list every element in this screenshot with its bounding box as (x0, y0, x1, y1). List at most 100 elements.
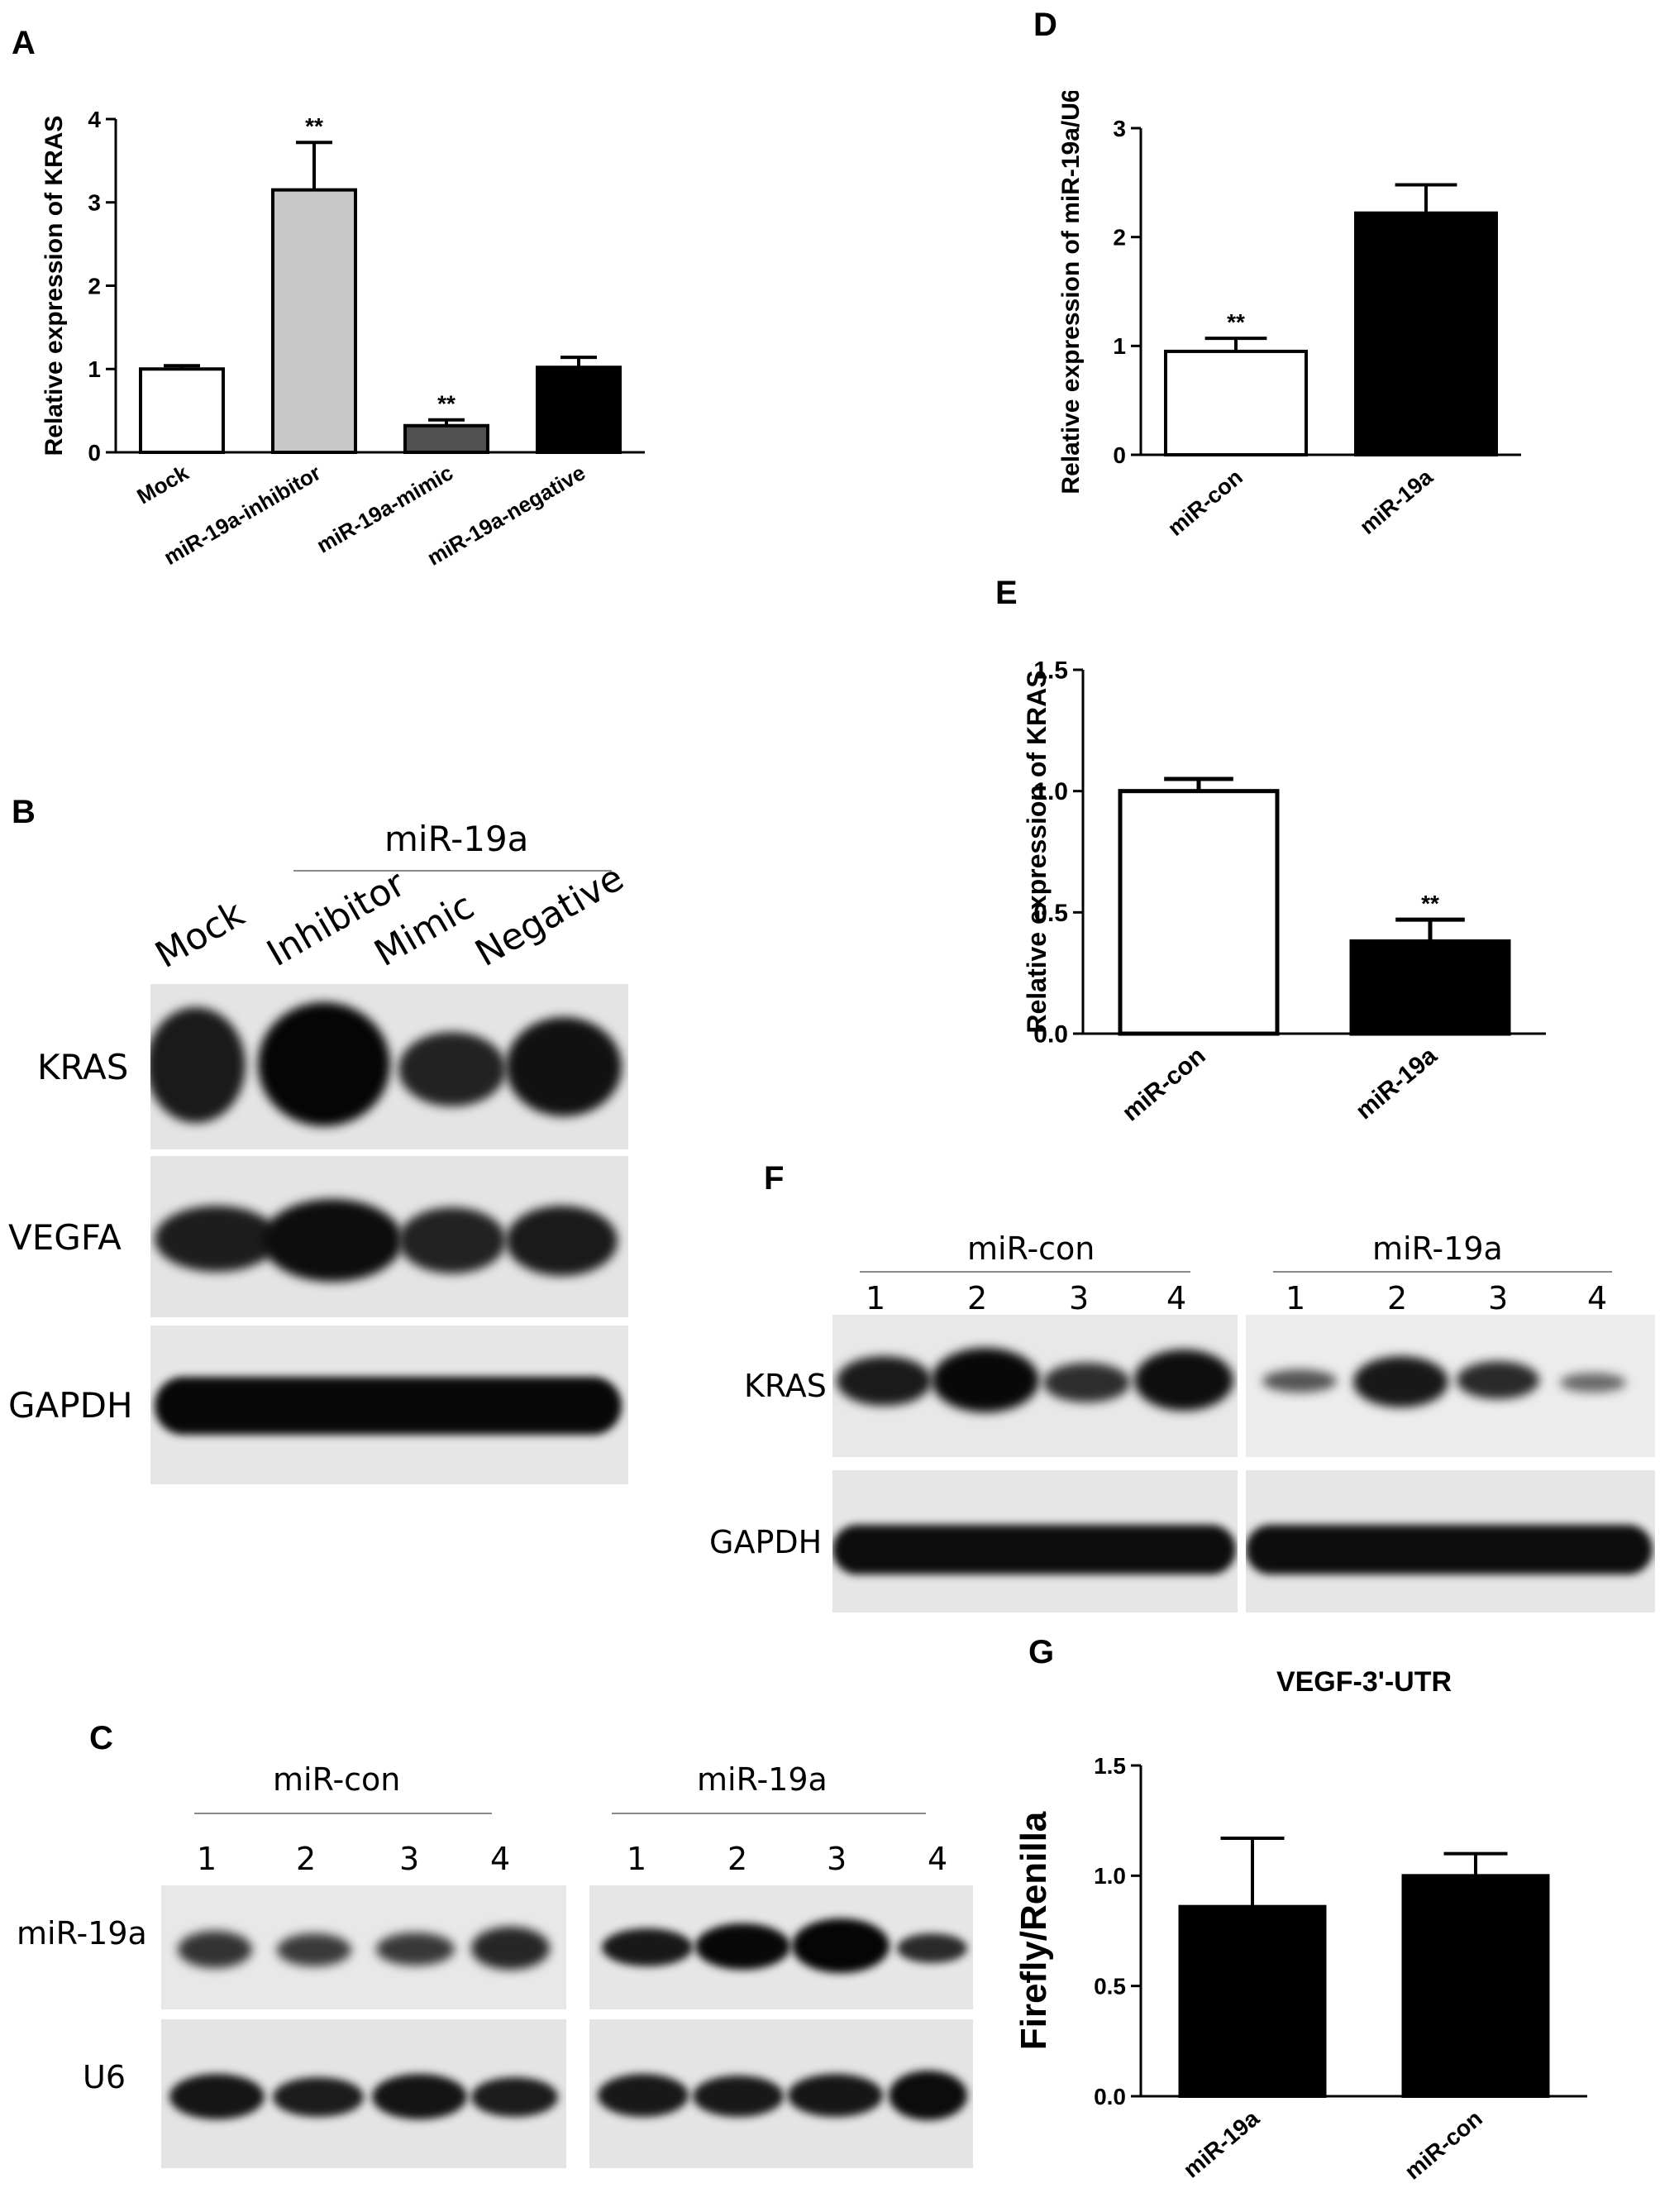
bar (403, 423, 489, 455)
y-axis-label: Firefly/Renilla (1017, 1811, 1054, 2050)
significance-label: ** (1227, 309, 1245, 335)
panel-f-blot-gapdh-con (832, 1470, 1238, 1612)
panel-c-blot-u6-con (161, 2019, 566, 2168)
y-axis-label: Relative expression of miR-19a/U6 (1057, 91, 1085, 494)
y-tick-label: 3 (88, 190, 101, 216)
y-tick-label: 1.5 (1033, 657, 1068, 685)
y-tick-label: 1.5 (1094, 1753, 1126, 1779)
band (471, 1927, 550, 1970)
band (1043, 1363, 1130, 1402)
significance-label: ** (437, 391, 456, 417)
y-axis-label: Relative expression of KRAS (1022, 670, 1052, 1033)
x-tick-label: miR-con (1400, 2105, 1487, 2185)
panel-letter-d: D (1033, 7, 1057, 43)
x-tick-label: miR-con (1163, 465, 1247, 541)
y-tick-label: 2 (1113, 224, 1126, 250)
band (788, 2074, 883, 2117)
panel-f-group-right: miR-19a (1372, 1230, 1503, 1267)
significance-label: ** (305, 113, 323, 139)
panel-c-lane-4: 4 (490, 1841, 511, 1877)
panel-b-row-vegfa: VEGFA (8, 1217, 122, 1258)
x-tick-label: Mock (132, 460, 193, 509)
bar (1178, 1904, 1327, 2098)
band (1262, 1369, 1337, 1393)
panel-b-group-label: miR-19a (384, 819, 529, 859)
panel-c-group-line-left (194, 1813, 492, 1814)
bar (1354, 211, 1498, 456)
panel-c-lane-3b: 3 (827, 1841, 847, 1877)
band (150, 1007, 246, 1123)
panel-f-row-kras: KRAS (744, 1368, 827, 1404)
panel-f-lane-4: 4 (1166, 1280, 1187, 1316)
y-tick-label: 0 (88, 440, 101, 466)
band (693, 2076, 784, 2117)
panel-b-blot-vegfa (150, 1156, 628, 1317)
bar (1118, 789, 1280, 1036)
y-tick-label: 1 (1113, 333, 1126, 359)
panel-c-blot-u6-19a (589, 2019, 973, 2168)
bar (271, 188, 357, 454)
band (832, 1525, 1236, 1574)
bar (1349, 939, 1511, 1036)
band (1457, 1361, 1539, 1399)
panel-letter-f: F (764, 1160, 785, 1197)
band (792, 1918, 890, 1973)
band (889, 2071, 967, 2120)
panel-f-lane-3: 3 (1069, 1280, 1090, 1316)
panel-b-row-kras: KRAS (37, 1047, 129, 1087)
panel-b-blot-gapdh (150, 1326, 628, 1484)
band (471, 2077, 558, 2117)
panel-f-lane-3b: 3 (1488, 1280, 1509, 1316)
y-tick-label: 1 (88, 356, 101, 382)
panel-c-lane-4b: 4 (928, 1841, 948, 1877)
panel-f-lane-2: 2 (967, 1280, 988, 1316)
panel-c-group-line-right (612, 1813, 926, 1814)
panel-f-lane-1b: 1 (1285, 1280, 1306, 1316)
significance-label: ** (1421, 891, 1439, 916)
panel-f-blot-kras-19a (1246, 1315, 1655, 1457)
band (506, 1017, 622, 1116)
panel-f-row-gapdh: GAPDH (709, 1524, 823, 1560)
y-tick-label: 1.0 (1033, 778, 1068, 805)
panel-b-group-line (293, 870, 612, 872)
x-tick-label: miR-19a (1355, 464, 1438, 539)
panel-c-lane-1: 1 (197, 1841, 217, 1877)
y-tick-label: 0.5 (1094, 1973, 1126, 1999)
band (178, 1931, 252, 1968)
panel-c-blot-mir19a-19a (589, 1885, 973, 2009)
y-tick-label: 3 (1113, 116, 1126, 141)
y-tick-label: 2 (88, 273, 101, 299)
band (1560, 1373, 1626, 1393)
x-tick-label: miR-19a (1351, 1042, 1443, 1125)
band (277, 1933, 351, 1966)
band (1246, 1525, 1653, 1574)
panel-f-group-left: miR-con (967, 1230, 1095, 1267)
y-tick-label: 0.0 (1094, 2084, 1126, 2109)
panel-c-row-u6: U6 (83, 2059, 126, 2095)
panel-f-lane-2b: 2 (1387, 1280, 1408, 1316)
panel-c-group-right: miR-19a (697, 1761, 828, 1798)
bar (536, 365, 622, 454)
y-tick-label: 4 (88, 107, 101, 132)
bar (1401, 1874, 1550, 2098)
band (376, 1933, 455, 1966)
band (273, 2077, 364, 2117)
band (258, 1002, 390, 1126)
bar (139, 367, 225, 454)
panel-b-blot-kras (150, 984, 628, 1149)
panel-letter-e: E (995, 575, 1018, 611)
panel-c-group-left: miR-con (273, 1761, 401, 1798)
chart-d: 0 1 2 3 Relative expression of miR-19a/U6 ** m… (1057, 91, 1521, 541)
panel-f-lane-4b: 4 (1587, 1280, 1608, 1316)
chart-title: VEGF-3'-UTR (1276, 1666, 1452, 1698)
band (602, 1928, 693, 1966)
y-axis-label: Relative expression of KRAS (41, 116, 68, 456)
band (262, 1199, 403, 1282)
panel-letter-b: B (12, 794, 36, 830)
panel-b-row-gapdh: GAPDH (8, 1385, 133, 1426)
panel-b-lane-negative: Negative (468, 857, 632, 975)
band (695, 1923, 790, 1970)
band (155, 1377, 622, 1435)
panel-letter-c: C (89, 1720, 113, 1756)
